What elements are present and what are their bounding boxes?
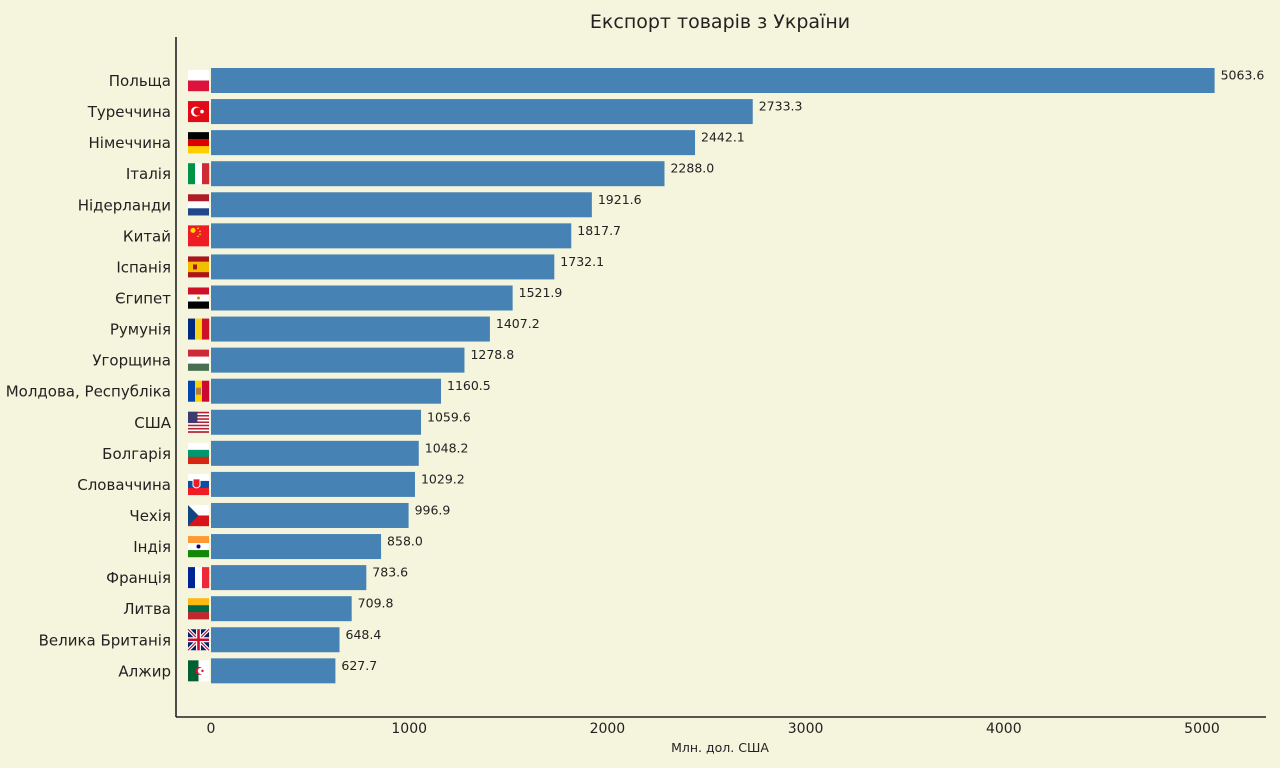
category-label: Єгипет — [115, 289, 171, 307]
value-label: 2288.0 — [670, 161, 714, 176]
x-tick-label: 4000 — [986, 721, 1022, 737]
x-tick-label: 3000 — [788, 721, 824, 737]
value-label: 783.6 — [372, 565, 408, 580]
bar — [211, 68, 1215, 93]
category-label: Польща — [109, 72, 171, 90]
bar — [211, 223, 572, 249]
flag-slovakia-icon — [188, 473, 209, 496]
x-tick-label: 1000 — [391, 721, 427, 737]
value-label: 1048.2 — [425, 440, 469, 455]
category-label: Іспанія — [116, 258, 171, 276]
bar — [211, 316, 490, 342]
flag-bulgaria-icon — [188, 442, 209, 465]
value-label: 996.9 — [415, 502, 451, 517]
bar — [211, 440, 419, 466]
category-label: Франція — [106, 569, 171, 587]
category-label: Німеччина — [89, 134, 171, 152]
value-label: 648.4 — [346, 627, 382, 642]
value-label: 5063.6 — [1221, 68, 1265, 83]
bar — [211, 285, 513, 311]
category-label: Литва — [123, 600, 171, 618]
category-label: Нідерланди — [78, 196, 171, 214]
flag-uk-icon — [186, 628, 211, 652]
bar — [211, 471, 415, 497]
flag-hungary-icon — [188, 349, 209, 371]
bar — [211, 192, 592, 218]
flags-layer — [186, 70, 211, 682]
category-label: Велика Британія — [39, 631, 171, 649]
flag-moldova-icon — [188, 380, 210, 402]
flag-italy-icon — [188, 163, 210, 185]
category-label: Індія — [133, 538, 171, 556]
x-tick-label: 5000 — [1184, 721, 1220, 737]
bar — [211, 534, 382, 560]
value-label: 1817.7 — [577, 223, 621, 238]
x-tick-label: 2000 — [590, 721, 626, 737]
category-label: Алжир — [118, 662, 171, 680]
flag-romania-icon — [188, 318, 210, 340]
flag-germany-icon — [188, 132, 209, 154]
value-label: 1521.9 — [519, 285, 563, 300]
value-label: 2733.3 — [759, 99, 803, 114]
bar — [211, 254, 555, 280]
x-tick-label: 0 — [207, 721, 216, 737]
flag-poland-icon — [188, 70, 209, 92]
flag-france-icon — [188, 567, 210, 589]
bar — [211, 596, 352, 622]
value-label: 1278.8 — [470, 347, 514, 362]
category-label: Туреччина — [87, 103, 171, 121]
flag-netherlands-icon — [188, 194, 209, 216]
bar — [211, 99, 753, 125]
x-axis-label: Млн. дол. США — [671, 740, 769, 755]
bar — [211, 409, 422, 435]
category-label: Італія — [126, 165, 171, 183]
value-label: 1029.2 — [421, 471, 465, 486]
bar — [211, 627, 340, 653]
flag-india-icon — [188, 536, 209, 558]
category-label: Молдова, Республіка — [6, 383, 171, 401]
flag-algeria-icon — [188, 660, 210, 682]
flag-spain-icon — [188, 256, 209, 278]
value-label: 2442.1 — [701, 130, 745, 145]
value-label: 709.8 — [358, 596, 394, 611]
flag-turkey-icon — [188, 101, 209, 123]
category-label: Болгарія — [102, 445, 171, 463]
value-label: 1160.5 — [447, 378, 491, 393]
bar — [211, 565, 367, 591]
flag-lithuania-icon — [188, 598, 209, 620]
bar — [211, 378, 442, 404]
flag-china-icon — [188, 225, 209, 247]
bar — [211, 658, 336, 684]
bar — [211, 161, 665, 187]
value-label: 858.0 — [387, 534, 423, 549]
category-label: Китай — [123, 227, 171, 245]
category-label: США — [134, 414, 172, 432]
category-label: Румунія — [110, 321, 171, 339]
flag-egypt-icon — [188, 287, 209, 309]
bar — [211, 502, 409, 528]
value-label: 1407.2 — [496, 316, 540, 331]
flag-czechia-icon — [188, 504, 209, 527]
bar — [211, 347, 465, 373]
value-label: 1732.1 — [560, 254, 604, 269]
category-label: Угорщина — [92, 352, 171, 370]
value-label: 627.7 — [341, 658, 377, 673]
labels-layer: 5063.6 Польща 2733.3 Туреччина 2442.1 Німеччи… — [6, 68, 1265, 681]
flag-usa-icon — [188, 411, 209, 433]
bar — [211, 130, 696, 156]
value-label: 1921.6 — [598, 192, 642, 207]
chart-title: Експорт товарів з України — [590, 11, 850, 33]
value-label: 1059.6 — [427, 409, 471, 424]
category-label: Чехія — [129, 507, 171, 525]
category-label: Словаччина — [77, 476, 171, 494]
bars-layer — [211, 68, 1215, 684]
axes-layer: 0 1000 2000 3000 4000 5000 — [175, 37, 1266, 737]
